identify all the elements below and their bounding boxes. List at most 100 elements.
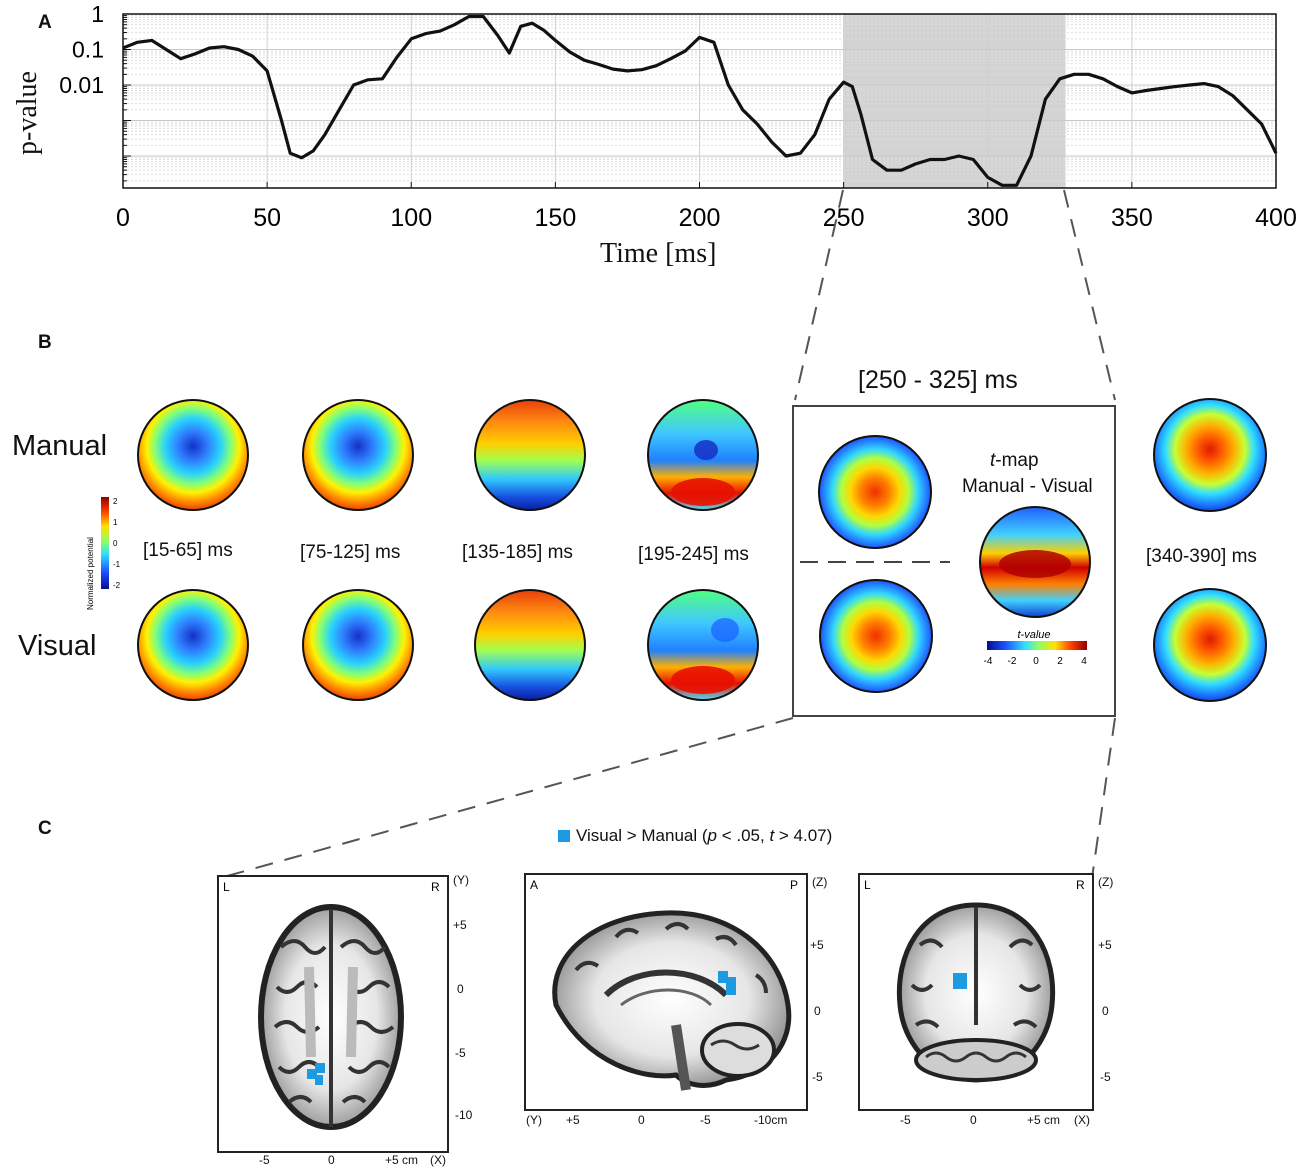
sag-highlight-b (726, 977, 736, 995)
tv-tick-2: 2 (1057, 656, 1063, 667)
zoom-line-b-left (219, 717, 794, 879)
topomap-visual-1 (137, 589, 249, 701)
y-tick-label: 1 (91, 1, 104, 27)
mri-legend: Visual > Manual (p < .05, t > 4.07) (558, 826, 832, 846)
axial-ytick-1: +5 (453, 918, 467, 932)
topomap-manual-zoom (818, 435, 932, 549)
sag-right-label: P (790, 878, 798, 892)
p-value-chart: 0 50 100 150 200 250 300 350 400 1 0.1 0.01 (59, 1, 1297, 232)
legend-text-2: < .05, (716, 826, 770, 845)
axial-axis-label: (Y) (453, 873, 469, 887)
y-tick-label: 0.01 (59, 72, 104, 98)
zoom-window-box (792, 405, 1116, 717)
row-label-manual: Manual (12, 430, 108, 462)
legend-p: p (707, 826, 717, 845)
topomap-manual-4 (647, 399, 759, 511)
topomap-visual-2 (302, 589, 414, 701)
zoom-line-a-right (1063, 189, 1116, 401)
mri-coronal-image: L R (864, 878, 1085, 1083)
x-tick-label: 50 (253, 204, 281, 232)
mri-coronal-frame: L R (858, 873, 1094, 1111)
sag-xtick-3: 0 (638, 1113, 645, 1127)
legend-text-1: Visual > Manual ( (576, 826, 708, 845)
tv-tick-m4: -4 (984, 656, 993, 667)
window-label-1: [15-65] ms (143, 540, 233, 561)
tvalue-label: t-value (1017, 629, 1050, 641)
mri-axial-image: L R (223, 880, 440, 1130)
legend-t: t (769, 826, 775, 845)
x-tick-label: 350 (1111, 204, 1153, 232)
axial-highlight-b (307, 1069, 317, 1079)
cor-xtick-2: 0 (970, 1113, 977, 1127)
topomap-manual-last (1153, 398, 1267, 512)
sag-xtick-1: (Y) (526, 1113, 542, 1127)
sag-highlight-a (718, 971, 728, 983)
tvalue-colorbar (987, 641, 1087, 650)
cb-tick-m2: -2 (113, 581, 121, 590)
tmap-subtitle: Manual - Visual (962, 476, 1093, 497)
colorbar-gradient (101, 497, 109, 589)
sag-xtick-4: -5 (700, 1113, 711, 1127)
axial-left-label: L (223, 880, 230, 894)
zoom-window-title: [250 - 325] ms (858, 366, 1018, 394)
topomap-grid: t-value -4 -2 0 2 4 (137, 398, 1267, 717)
cb-tick-m1: -1 (113, 560, 121, 569)
tv-tick-4: 4 (1081, 656, 1087, 667)
topomap-visual-zoom (819, 579, 933, 693)
y-tick-label: 0.1 (72, 37, 104, 63)
cor-axis-label: (Z) (1098, 875, 1114, 889)
legend-swatch (558, 830, 570, 842)
cor-right-label: R (1076, 878, 1085, 892)
tv-tick-0: 0 (1033, 656, 1039, 667)
sag-xtick-5: -10cm (754, 1113, 788, 1127)
tmap-title-t: t (990, 450, 996, 471)
cb-tick-2: 2 (113, 497, 118, 506)
cor-ytick-3: -5 (1100, 1070, 1111, 1084)
x-tick-label: 250 (823, 204, 865, 232)
tmap-title-rest: -map (995, 450, 1039, 471)
topomap-visual-4 (647, 589, 759, 701)
cor-xtick-4: (X) (1074, 1113, 1090, 1127)
axial-xtick-2: 0 (328, 1153, 335, 1167)
cor-xtick-3: +5 cm (1027, 1113, 1061, 1127)
cor-highlight (953, 973, 967, 989)
topomap-manual-1 (137, 399, 249, 511)
row-label-visual: Visual (18, 630, 97, 662)
p-value-line (122, 14, 1278, 187)
cb-tick-1: 1 (113, 518, 118, 527)
sag-ytick-3: -5 (812, 1070, 823, 1084)
axial-ytick-3: -5 (455, 1046, 466, 1060)
x-tick-label: 100 (390, 204, 432, 232)
x-tick-label: 400 (1255, 204, 1297, 232)
tv-tick-m2: -2 (1008, 656, 1017, 667)
topomap-manual-2 (302, 399, 414, 511)
window-label-3: [135-185] ms (462, 542, 573, 563)
x-tick-label: 300 (967, 204, 1009, 232)
sag-ytick-2: 0 (814, 1004, 821, 1018)
axial-xtick-3: +5 cm (385, 1153, 419, 1167)
axial-xtick-1: -5 (259, 1153, 270, 1167)
tmap-head (979, 506, 1091, 618)
panel-b-letter: B (38, 332, 52, 353)
cor-xtick-1: -5 (900, 1113, 911, 1127)
legend-text-3: > 4.07) (774, 826, 833, 845)
x-tick-label: 150 (535, 204, 577, 232)
x-axis-label: Time [ms] (600, 238, 717, 269)
sag-axis-label: (Z) (812, 875, 828, 889)
sag-left-label: A (530, 878, 538, 892)
potential-colorbar: 2 1 0 -1 -2 Normalized potential (86, 497, 121, 610)
axial-right-label: R (431, 880, 440, 894)
zoom-line-b-right (1091, 717, 1116, 879)
axial-xtick-4: (X) (430, 1153, 446, 1167)
plot-frame (122, 13, 1277, 189)
sag-xtick-2: +5 (566, 1113, 580, 1127)
axial-highlight-c (315, 1075, 323, 1085)
panel-c-letter: C (38, 818, 52, 839)
cor-ytick-1: +5 (1098, 938, 1112, 952)
topomap-manual-3 (474, 399, 586, 511)
x-tick-label: 0 (116, 204, 130, 232)
cor-ytick-2: 0 (1102, 1004, 1109, 1018)
cor-left-label: L (864, 878, 871, 892)
axial-highlight-a (315, 1063, 325, 1073)
window-label-last: [340-390] ms (1146, 546, 1257, 567)
